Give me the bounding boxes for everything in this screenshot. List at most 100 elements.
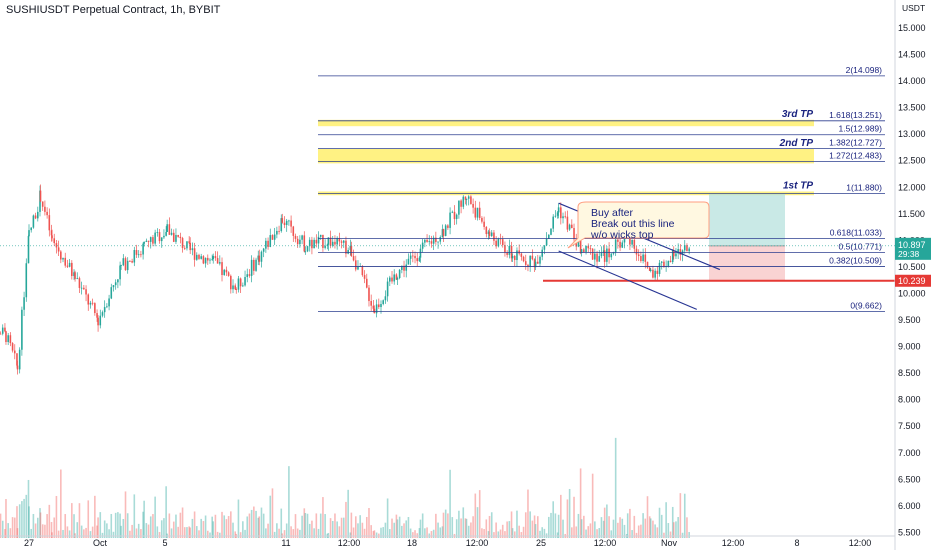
annotation-text: Buy after [591, 207, 634, 219]
candle-body [103, 307, 106, 313]
candle-body [587, 245, 590, 249]
volume-bar [621, 518, 624, 538]
volume-bar [579, 468, 582, 538]
candle-body [156, 232, 159, 233]
candle-body [294, 235, 297, 239]
candle-body [568, 224, 571, 230]
volume-bar [391, 518, 393, 538]
candle-body [557, 207, 560, 213]
candle-body [455, 214, 458, 220]
volume-bar [177, 526, 179, 538]
candle-body [299, 239, 301, 245]
candle-body [675, 253, 677, 257]
volume-bar [501, 524, 504, 538]
candle-body [345, 240, 347, 254]
candle-body [449, 212, 451, 228]
volume-bar [124, 491, 127, 538]
candle-body [112, 285, 115, 288]
price-tick: 8.000 [898, 395, 921, 405]
candle-body [499, 238, 502, 240]
volume-bar [516, 510, 518, 538]
candle-body [242, 285, 244, 287]
volume-bar [39, 508, 41, 538]
volume-bar [472, 516, 474, 538]
volume-bar [556, 532, 559, 538]
candle-body [393, 274, 396, 282]
candle-body [554, 215, 557, 217]
volume-bar [214, 514, 217, 538]
candle-body [87, 294, 90, 305]
volume-bar [629, 508, 631, 538]
candle-body [407, 258, 410, 265]
volume-bar [573, 496, 575, 538]
price-tick: 10.500 [898, 262, 926, 272]
candle-body [74, 272, 76, 279]
volume-bar [656, 527, 659, 538]
candle-body [165, 231, 167, 236]
candle-body [453, 211, 456, 220]
volume-bar [156, 526, 159, 538]
candle-body [531, 255, 534, 260]
candle-body [181, 238, 184, 248]
volume-bar [485, 519, 488, 538]
volume-bar [646, 496, 649, 538]
candle-body [175, 234, 177, 242]
candle-body [441, 229, 444, 238]
volume-bar [216, 531, 219, 538]
candle-body [396, 278, 399, 280]
candle-body [191, 248, 194, 251]
volume-bar [513, 531, 516, 538]
candle-body [631, 239, 633, 245]
volume-bar [504, 531, 506, 538]
candle-body [465, 198, 468, 200]
volume-bar [129, 530, 131, 538]
volume-bar [160, 520, 163, 538]
candle-body [244, 277, 246, 286]
candle-body [273, 234, 276, 240]
volume-bar [560, 494, 562, 538]
volume-bar [327, 532, 330, 538]
volume-bar [329, 518, 332, 538]
volume-bar [405, 520, 408, 538]
candle-body [219, 262, 221, 264]
candle-body [262, 248, 265, 252]
volume-bar [449, 469, 451, 538]
volume-bar [596, 529, 598, 538]
candle-body [483, 221, 485, 227]
candle-body [522, 256, 525, 262]
volume-bar [637, 525, 640, 538]
volume-bar [458, 510, 460, 538]
volume-bar [441, 526, 444, 538]
volume-bar [319, 513, 322, 538]
candle-body [606, 248, 608, 262]
candle-body [401, 265, 403, 270]
candle-body [543, 245, 546, 250]
candle-body [495, 240, 497, 247]
volume-bar [606, 504, 608, 538]
candle-body [9, 335, 12, 344]
candle-body [424, 239, 426, 243]
candle-body [686, 245, 688, 252]
volume-bar [230, 511, 232, 538]
volume-bar [232, 522, 234, 538]
candle-body [214, 256, 217, 259]
candle-body [212, 256, 215, 260]
volume-bar [313, 528, 315, 538]
volume-bar [7, 523, 9, 538]
time-tick: Oct [93, 538, 108, 548]
volume-bar [612, 519, 615, 538]
volume-bar [401, 525, 403, 538]
volume-bar [225, 519, 228, 538]
volume-bar [179, 512, 182, 538]
volume-bar [617, 522, 619, 538]
candle-body [683, 245, 686, 251]
volume-bar [66, 526, 69, 538]
fib-label: 1(11.880) [846, 183, 882, 193]
volume-bar [357, 523, 359, 538]
candle-body [327, 237, 330, 245]
candle-body [534, 261, 537, 268]
candle-body [556, 212, 559, 216]
volume-bar [149, 516, 152, 538]
